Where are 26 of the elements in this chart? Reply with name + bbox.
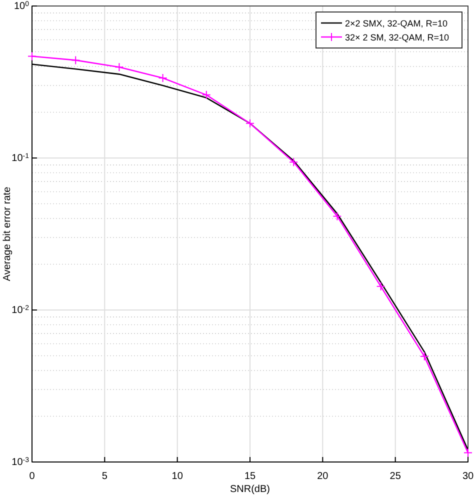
- y-tick-label: 10$^{-1}$: [12, 152, 30, 164]
- x-tick-label: 15: [244, 471, 256, 482]
- x-tick-label: 0: [29, 471, 36, 482]
- legend-label: 2×2 SMX, 32-QAM, R=10: [345, 18, 448, 28]
- point: [376, 282, 386, 291]
- y-tick-label: 10$^{0}$: [14, 0, 30, 12]
- x-tick-label: 25: [390, 471, 402, 482]
- point: [158, 73, 168, 82]
- point: [332, 212, 342, 221]
- point: [246, 118, 254, 128]
- x-tick-label: 20: [317, 471, 329, 482]
- x-tick-label: 5: [102, 471, 108, 482]
- point: [420, 352, 429, 361]
- point: [464, 448, 472, 458]
- point: [71, 56, 80, 65]
- point: [28, 52, 36, 61]
- point: [202, 90, 211, 100]
- y-axis-title: Average bit error rate: [2, 186, 13, 282]
- x-tick-label: 30: [462, 471, 474, 482]
- legend-label: 32× 2 SM, 32-QAM, R=10: [345, 32, 450, 42]
- y-tick-label: 10$^{-2}$: [12, 304, 30, 316]
- y-tick-label: 10$^{-3}$: [12, 456, 30, 468]
- x-axis-title: SNR(dB): [230, 484, 270, 495]
- point: [114, 62, 124, 72]
- point: [289, 158, 298, 167]
- x-tick-label: 10: [172, 471, 184, 482]
